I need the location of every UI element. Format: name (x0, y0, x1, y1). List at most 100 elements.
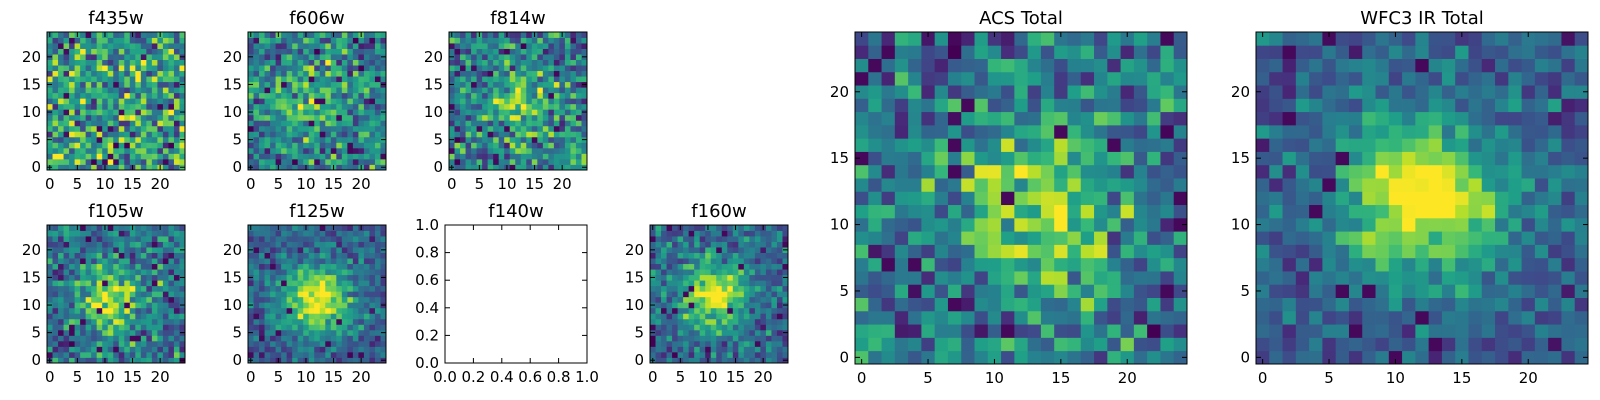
heatmap-cell (947, 217, 962, 232)
heatmap-cell (253, 59, 260, 66)
heatmap-cell (921, 98, 936, 113)
heatmap-cell (760, 274, 767, 281)
heatmap-cell (179, 269, 186, 276)
heatmap-cell (776, 225, 783, 231)
heatmap-cell (135, 147, 142, 154)
heatmap-cell (471, 54, 477, 60)
heatmap-cell (281, 59, 288, 66)
heatmap-cell (264, 318, 271, 325)
heatmap-cell (129, 263, 136, 270)
heatmap-cell (559, 54, 566, 60)
heatmap-cell (515, 125, 522, 132)
heatmap-cell (270, 357, 276, 364)
heatmap-cell (157, 247, 164, 253)
heatmap-cell (476, 125, 483, 132)
heatmap-cell (1534, 310, 1549, 325)
heatmap-cell (570, 109, 577, 116)
heatmap-cell (330, 280, 337, 287)
heatmap-cell (69, 131, 75, 138)
heatmap-cell (537, 158, 544, 165)
heatmap-cell (292, 258, 299, 265)
heatmap-cell (1120, 71, 1135, 86)
heatmap-cell (581, 98, 588, 105)
heatmap-cell (721, 291, 728, 298)
heatmap-cell (454, 59, 461, 66)
heatmap-cell (515, 59, 522, 66)
heatmap-cell (352, 136, 359, 143)
heatmap-cell (248, 269, 254, 276)
heatmap-cell (341, 357, 348, 364)
heatmap-cell (1322, 178, 1337, 192)
heatmap-cell (336, 92, 343, 99)
heatmap-cell (358, 43, 365, 49)
heatmap-cell (151, 318, 158, 325)
heatmap-cell (699, 263, 706, 270)
heatmap-cell (655, 230, 662, 237)
heatmap-cell (319, 81, 326, 88)
heatmap-cell (173, 153, 180, 160)
heatmap-cell (743, 346, 750, 353)
heatmap-cell (672, 247, 678, 253)
heatmap-cell (319, 357, 326, 364)
x-tick-label: 0 (246, 368, 256, 386)
x-tick-label: 15 (726, 368, 745, 386)
heatmap-cell (471, 125, 477, 132)
heatmap-cell (520, 114, 527, 121)
heatmap-cell (1495, 297, 1509, 312)
heatmap-cell (52, 158, 59, 165)
heatmap-cell (330, 346, 337, 353)
heatmap-cell (537, 54, 544, 60)
heatmap-cell (286, 258, 293, 265)
heatmap-cell (52, 153, 59, 160)
heatmap-cell (135, 324, 142, 331)
heatmap-cell (559, 142, 566, 149)
heatmap-cell (140, 318, 147, 325)
heatmap-cell (947, 191, 962, 206)
heatmap-cell (319, 59, 326, 66)
heatmap-cell (537, 114, 544, 121)
heatmap-cell (1561, 271, 1576, 285)
heatmap-cell (102, 329, 109, 336)
heatmap-cell (855, 204, 869, 219)
heatmap-cell (286, 296, 293, 303)
heatmap-cell (743, 252, 750, 259)
heatmap-cell (96, 252, 103, 259)
heatmap-cell (1107, 271, 1121, 285)
heatmap-cell (537, 92, 544, 99)
heatmap-cell (96, 351, 103, 358)
heatmap-cell (248, 43, 254, 49)
heatmap-cell (661, 280, 667, 287)
heatmap-cell (151, 59, 158, 66)
heatmap-cell (253, 263, 260, 270)
heatmap-cell (987, 297, 1002, 312)
heatmap-cell (509, 109, 516, 116)
heatmap-cell (74, 98, 81, 105)
heatmap-cell (63, 225, 70, 231)
heatmap-cell (253, 65, 260, 72)
heatmap-cell (471, 142, 477, 149)
heatmap-cell (319, 70, 326, 77)
heatmap-cell (487, 76, 494, 83)
heatmap-cell (449, 87, 455, 94)
heatmap-cell (281, 43, 288, 49)
heatmap-cell (179, 346, 186, 353)
y-tick-label: 15 (223, 75, 242, 93)
heatmap-cell (476, 43, 483, 49)
heatmap-cell (107, 87, 114, 94)
heatmap-cell (173, 340, 180, 347)
heatmap-cell (358, 285, 365, 292)
heatmap-cell (374, 291, 381, 298)
heatmap-cell (80, 81, 87, 88)
heatmap-cell (96, 114, 103, 121)
heatmap-cell (1173, 178, 1188, 192)
heatmap-cell (69, 114, 75, 121)
heatmap-cell (782, 230, 789, 237)
heatmap-cell (341, 70, 348, 77)
heatmap-cell (319, 54, 326, 60)
heatmap-cell (58, 296, 64, 303)
heatmap-cell (672, 357, 678, 364)
heatmap-cell (537, 147, 544, 154)
heatmap-cell (760, 236, 767, 242)
heatmap-cell (157, 114, 164, 121)
